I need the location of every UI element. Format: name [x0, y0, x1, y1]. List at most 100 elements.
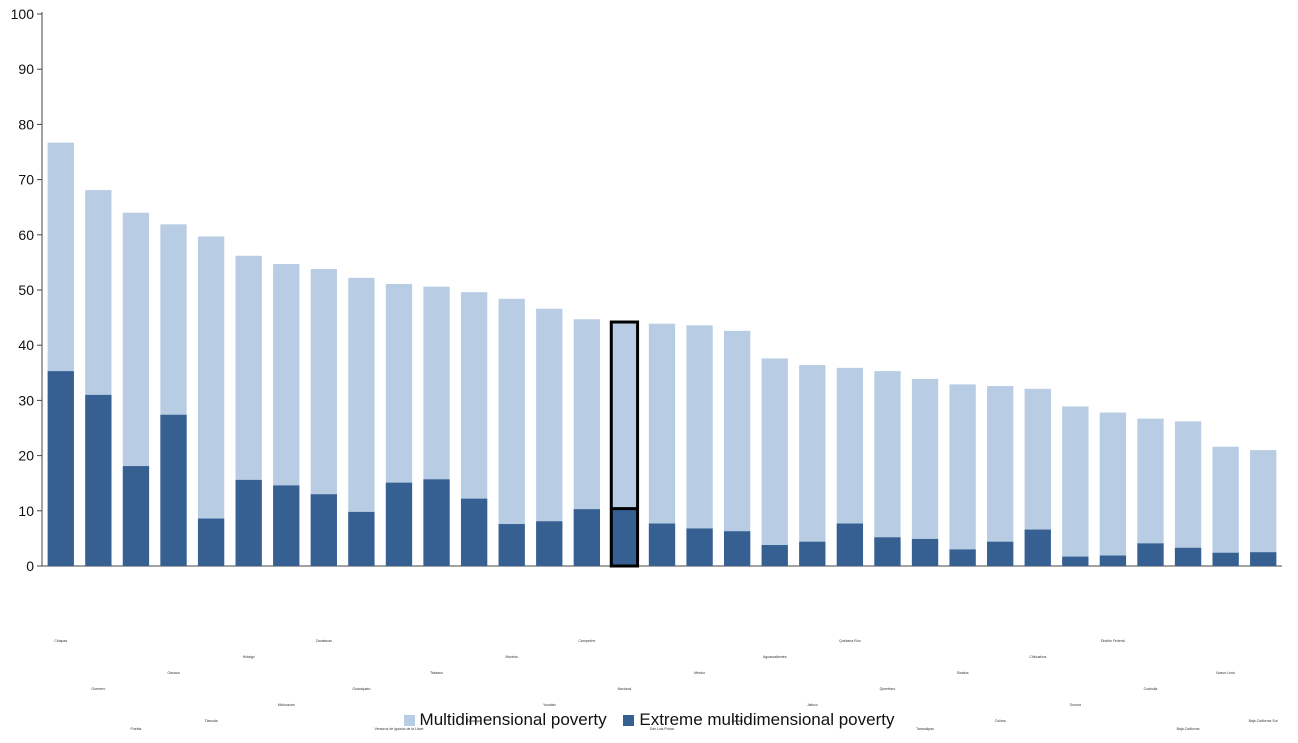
x-tick-label: Distrito Federal	[1101, 639, 1125, 643]
x-tick-label: Michoacán	[278, 703, 295, 707]
bars	[47, 142, 1277, 568]
bar-multidimensional-31	[1212, 446, 1239, 566]
bar-extreme-3	[160, 414, 187, 566]
x-tick-label: Guanajuato	[352, 687, 370, 691]
legend: Multidimensional poverty Extreme multidi…	[0, 710, 1298, 731]
highlight-outline	[609, 320, 640, 568]
bar-multidimensional-29	[1137, 418, 1164, 566]
bar-extreme-16	[648, 523, 676, 566]
bar-multidimensional-30	[1174, 421, 1202, 566]
bar-extreme-22	[874, 537, 901, 566]
bar-extreme-19	[761, 545, 788, 566]
bar-multidimensional-4	[197, 236, 225, 566]
x-tick-label: Veracruz de Ignacio de la Llave	[375, 727, 424, 731]
bar-extreme-12	[498, 524, 525, 566]
bar-extreme-4	[197, 518, 225, 566]
x-tick-label: Nacional	[618, 687, 632, 691]
bar-multidimensional-22	[874, 371, 901, 566]
bar-extreme-32	[1250, 552, 1277, 566]
x-tick-label: Hidalgo	[243, 655, 255, 659]
bar-extreme-18	[724, 531, 751, 566]
bar-extreme-8	[348, 511, 375, 566]
x-tick-label: San Luis Potosí	[650, 727, 675, 731]
legend-swatch-multidimensional	[403, 714, 415, 726]
bar-multidimensional-25	[987, 386, 1014, 566]
y-tick-label: 0	[26, 558, 34, 574]
legend-item-extreme: Extreme multidimensional poverty	[623, 710, 894, 730]
bar-extreme-31	[1212, 552, 1239, 566]
bar-extreme-7	[310, 494, 337, 566]
bar-extreme-23	[911, 538, 939, 566]
x-tick-label: Colima	[995, 719, 1006, 723]
y-tick-label: 60	[18, 227, 34, 243]
x-tick-label: Puebla	[130, 727, 141, 731]
y-tick-label: 30	[18, 392, 34, 408]
bar-extreme-28	[1099, 555, 1127, 566]
x-tick-label: Coahuila	[1144, 687, 1158, 691]
x-tick-label: Baja California	[1177, 727, 1200, 731]
x-tick-label: Campeche	[578, 639, 595, 643]
bar-extreme-6	[273, 485, 300, 566]
bar-extreme-29	[1137, 543, 1164, 566]
bar-extreme-26	[1024, 529, 1051, 566]
bar-multidimensional-27	[1062, 406, 1089, 566]
x-tick-label: Jalisco	[807, 703, 818, 707]
bar-multidimensional-32	[1250, 450, 1277, 566]
bar-extreme-30	[1174, 547, 1202, 566]
bar-extreme-20	[799, 541, 826, 566]
x-tick-label: Tlaxcala	[205, 719, 218, 723]
bar-extreme-10	[423, 479, 450, 566]
bar-multidimensional-19	[761, 358, 788, 566]
x-axis-labels: Chiapas Guerrero Puebla Oaxaca Tlaxcala Hidal…	[54, 639, 1278, 731]
legend-label-extreme: Extreme multidimensional poverty	[639, 710, 895, 729]
bar-multidimensional-12	[498, 298, 525, 566]
y-tick-label: 100	[11, 6, 35, 22]
bar-extreme-27	[1062, 556, 1089, 566]
legend-label-multidimensional: Multidimensional poverty	[419, 710, 607, 729]
legend-item-multidimensional: Multidimensional poverty	[403, 710, 607, 730]
bar-extreme-14	[573, 509, 600, 566]
bar-multidimensional-20	[799, 365, 826, 566]
x-tick-label: Quintana Roo	[839, 639, 861, 643]
bar-extreme-2	[122, 466, 150, 566]
bar-multidimensional-17	[686, 325, 713, 566]
legend-swatch-extreme	[623, 714, 635, 726]
bar-extreme-1	[85, 394, 112, 566]
x-tick-label: Baja California Sur	[1249, 719, 1279, 723]
x-tick-label: Chiapas	[54, 639, 67, 643]
bar-multidimensional-23	[911, 378, 939, 566]
y-tick-label: 70	[18, 172, 34, 188]
x-tick-label: Sonora	[1070, 703, 1081, 707]
x-tick-label: México	[694, 671, 705, 675]
x-tick-label: Guerrero	[91, 687, 105, 691]
y-tick-label: 20	[18, 448, 34, 464]
x-tick-label: Oaxaca	[167, 671, 179, 675]
bar-extreme-5	[235, 479, 262, 566]
x-tick-label: Tamaulipas	[916, 727, 934, 731]
bar-extreme-25	[987, 541, 1014, 566]
bar-extreme-13	[536, 521, 563, 566]
y-tick-label: 40	[18, 337, 34, 353]
bar-extreme-21	[836, 523, 864, 566]
bar-extreme-24	[949, 549, 976, 566]
x-tick-label: Nayarit	[732, 719, 743, 723]
x-tick-label: Durango	[467, 719, 480, 723]
x-tick-label: Sinaloa	[957, 671, 969, 675]
y-tick-label: 10	[18, 503, 34, 519]
bar-extreme-9	[385, 482, 413, 566]
y-tick-label: 90	[18, 61, 34, 77]
x-tick-label: Tabasco	[430, 671, 443, 675]
bar-extreme-0	[47, 371, 74, 566]
bar-extreme-11	[460, 498, 488, 566]
x-tick-label: Aguascalientes	[763, 655, 787, 659]
bar-extreme-15	[611, 508, 638, 566]
x-tick-label: Yucatán	[543, 703, 556, 707]
bar-multidimensional-28	[1099, 412, 1127, 566]
x-tick-label: Chihuahua	[1029, 655, 1046, 659]
y-tick-label: 80	[18, 116, 34, 132]
x-tick-label: Zacatecas	[316, 639, 332, 643]
bar-multidimensional-18	[724, 330, 751, 566]
bar-multidimensional-24	[949, 384, 976, 566]
